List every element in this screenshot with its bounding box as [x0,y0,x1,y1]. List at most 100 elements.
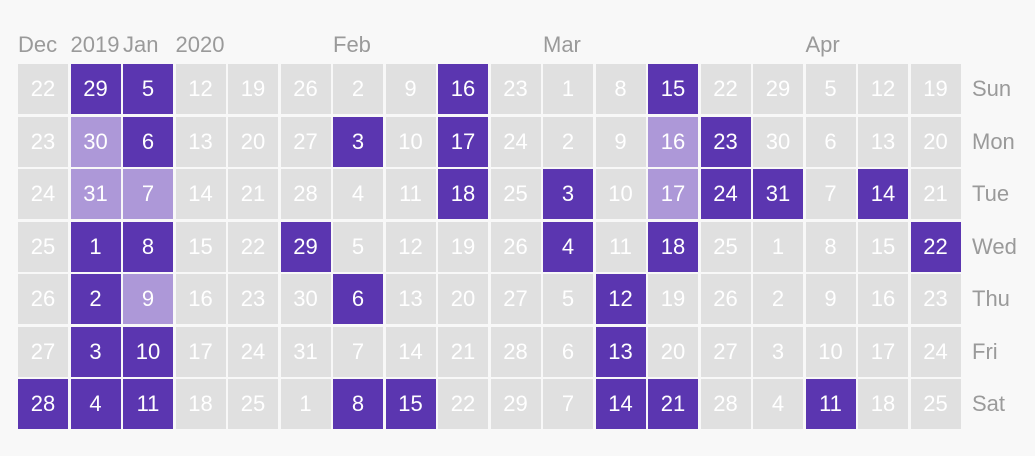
day-cell[interactable]: 2 [333,64,383,114]
day-cell[interactable]: 16 [648,116,698,167]
day-cell[interactable]: 21 [438,326,488,377]
day-cell[interactable]: 5 [543,274,593,324]
day-cell[interactable]: 4 [333,169,383,219]
day-cell[interactable]: 6 [123,116,173,167]
day-cell[interactable]: 16 [858,274,908,324]
day-cell[interactable]: 20 [910,116,961,167]
day-cell[interactable]: 20 [648,326,698,377]
day-cell[interactable]: 29 [70,64,121,114]
day-cell[interactable]: 19 [910,64,961,114]
day-cell[interactable]: 3 [543,169,593,219]
day-cell[interactable]: 11 [123,379,173,429]
day-cell[interactable]: 23 [490,64,541,114]
day-cell[interactable]: 7 [805,169,856,219]
day-cell[interactable]: 15 [175,221,226,272]
day-cell[interactable]: 31 [280,326,331,377]
day-cell[interactable]: 15 [858,221,908,272]
day-cell[interactable]: 10 [595,169,646,219]
day-cell[interactable]: 28 [700,379,751,429]
day-cell[interactable]: 19 [438,221,488,272]
day-cell[interactable]: 7 [543,379,593,429]
day-cell[interactable]: 18 [858,379,908,429]
day-cell[interactable]: 10 [123,326,173,377]
day-cell[interactable]: 28 [280,169,331,219]
day-cell[interactable]: 11 [805,379,856,429]
day-cell[interactable]: 24 [490,116,541,167]
day-cell[interactable]: 18 [438,169,488,219]
day-cell[interactable]: 22 [700,64,751,114]
day-cell[interactable]: 9 [805,274,856,324]
day-cell[interactable]: 29 [280,221,331,272]
day-cell[interactable]: 20 [438,274,488,324]
day-cell[interactable]: 8 [123,221,173,272]
day-cell[interactable]: 12 [858,64,908,114]
day-cell[interactable]: 23 [910,274,961,324]
day-cell[interactable]: 6 [805,116,856,167]
day-cell[interactable]: 13 [175,116,226,167]
day-cell[interactable]: 26 [280,64,331,114]
day-cell[interactable]: 2 [70,274,121,324]
day-cell[interactable]: 29 [490,379,541,429]
day-cell[interactable]: 3 [753,326,803,377]
day-cell[interactable]: 14 [858,169,908,219]
day-cell[interactable]: 26 [18,274,68,324]
day-cell[interactable]: 19 [228,64,278,114]
day-cell[interactable]: 23 [18,116,68,167]
day-cell[interactable]: 7 [123,169,173,219]
day-cell[interactable]: 2 [543,116,593,167]
day-cell[interactable]: 9 [123,274,173,324]
day-cell[interactable]: 20 [228,116,278,167]
day-cell[interactable]: 17 [175,326,226,377]
day-cell[interactable]: 26 [700,274,751,324]
day-cell[interactable]: 27 [700,326,751,377]
day-cell[interactable]: 4 [543,221,593,272]
day-cell[interactable]: 17 [858,326,908,377]
day-cell[interactable]: 29 [753,64,803,114]
day-cell[interactable]: 14 [385,326,436,377]
day-cell[interactable]: 4 [70,379,121,429]
day-cell[interactable]: 9 [595,116,646,167]
day-cell[interactable]: 24 [18,169,68,219]
day-cell[interactable]: 14 [175,169,226,219]
day-cell[interactable]: 30 [70,116,121,167]
day-cell[interactable]: 15 [385,379,436,429]
day-cell[interactable]: 25 [18,221,68,272]
day-cell[interactable]: 17 [438,116,488,167]
day-cell[interactable]: 8 [595,64,646,114]
day-cell[interactable]: 9 [385,64,436,114]
day-cell[interactable]: 30 [280,274,331,324]
day-cell[interactable]: 11 [385,169,436,219]
day-cell[interactable]: 22 [910,221,961,272]
day-cell[interactable]: 13 [858,116,908,167]
day-cell[interactable]: 25 [490,169,541,219]
day-cell[interactable]: 5 [805,64,856,114]
day-cell[interactable]: 12 [175,64,226,114]
day-cell[interactable]: 5 [123,64,173,114]
day-cell[interactable]: 19 [648,274,698,324]
day-cell[interactable]: 23 [228,274,278,324]
day-cell[interactable]: 30 [753,116,803,167]
day-cell[interactable]: 10 [805,326,856,377]
day-cell[interactable]: 6 [543,326,593,377]
day-cell[interactable]: 1 [543,64,593,114]
day-cell[interactable]: 8 [805,221,856,272]
day-cell[interactable]: 24 [228,326,278,377]
day-cell[interactable]: 31 [70,169,121,219]
day-cell[interactable]: 26 [490,221,541,272]
day-cell[interactable]: 16 [175,274,226,324]
day-cell[interactable]: 11 [595,221,646,272]
day-cell[interactable]: 13 [595,326,646,377]
day-cell[interactable]: 8 [333,379,383,429]
day-cell[interactable]: 12 [385,221,436,272]
day-cell[interactable]: 1 [70,221,121,272]
day-cell[interactable]: 18 [175,379,226,429]
day-cell[interactable]: 25 [700,221,751,272]
day-cell[interactable]: 23 [700,116,751,167]
day-cell[interactable]: 28 [490,326,541,377]
day-cell[interactable]: 21 [228,169,278,219]
day-cell[interactable]: 7 [333,326,383,377]
day-cell[interactable]: 3 [333,116,383,167]
day-cell[interactable]: 25 [228,379,278,429]
day-cell[interactable]: 15 [648,64,698,114]
day-cell[interactable]: 13 [385,274,436,324]
